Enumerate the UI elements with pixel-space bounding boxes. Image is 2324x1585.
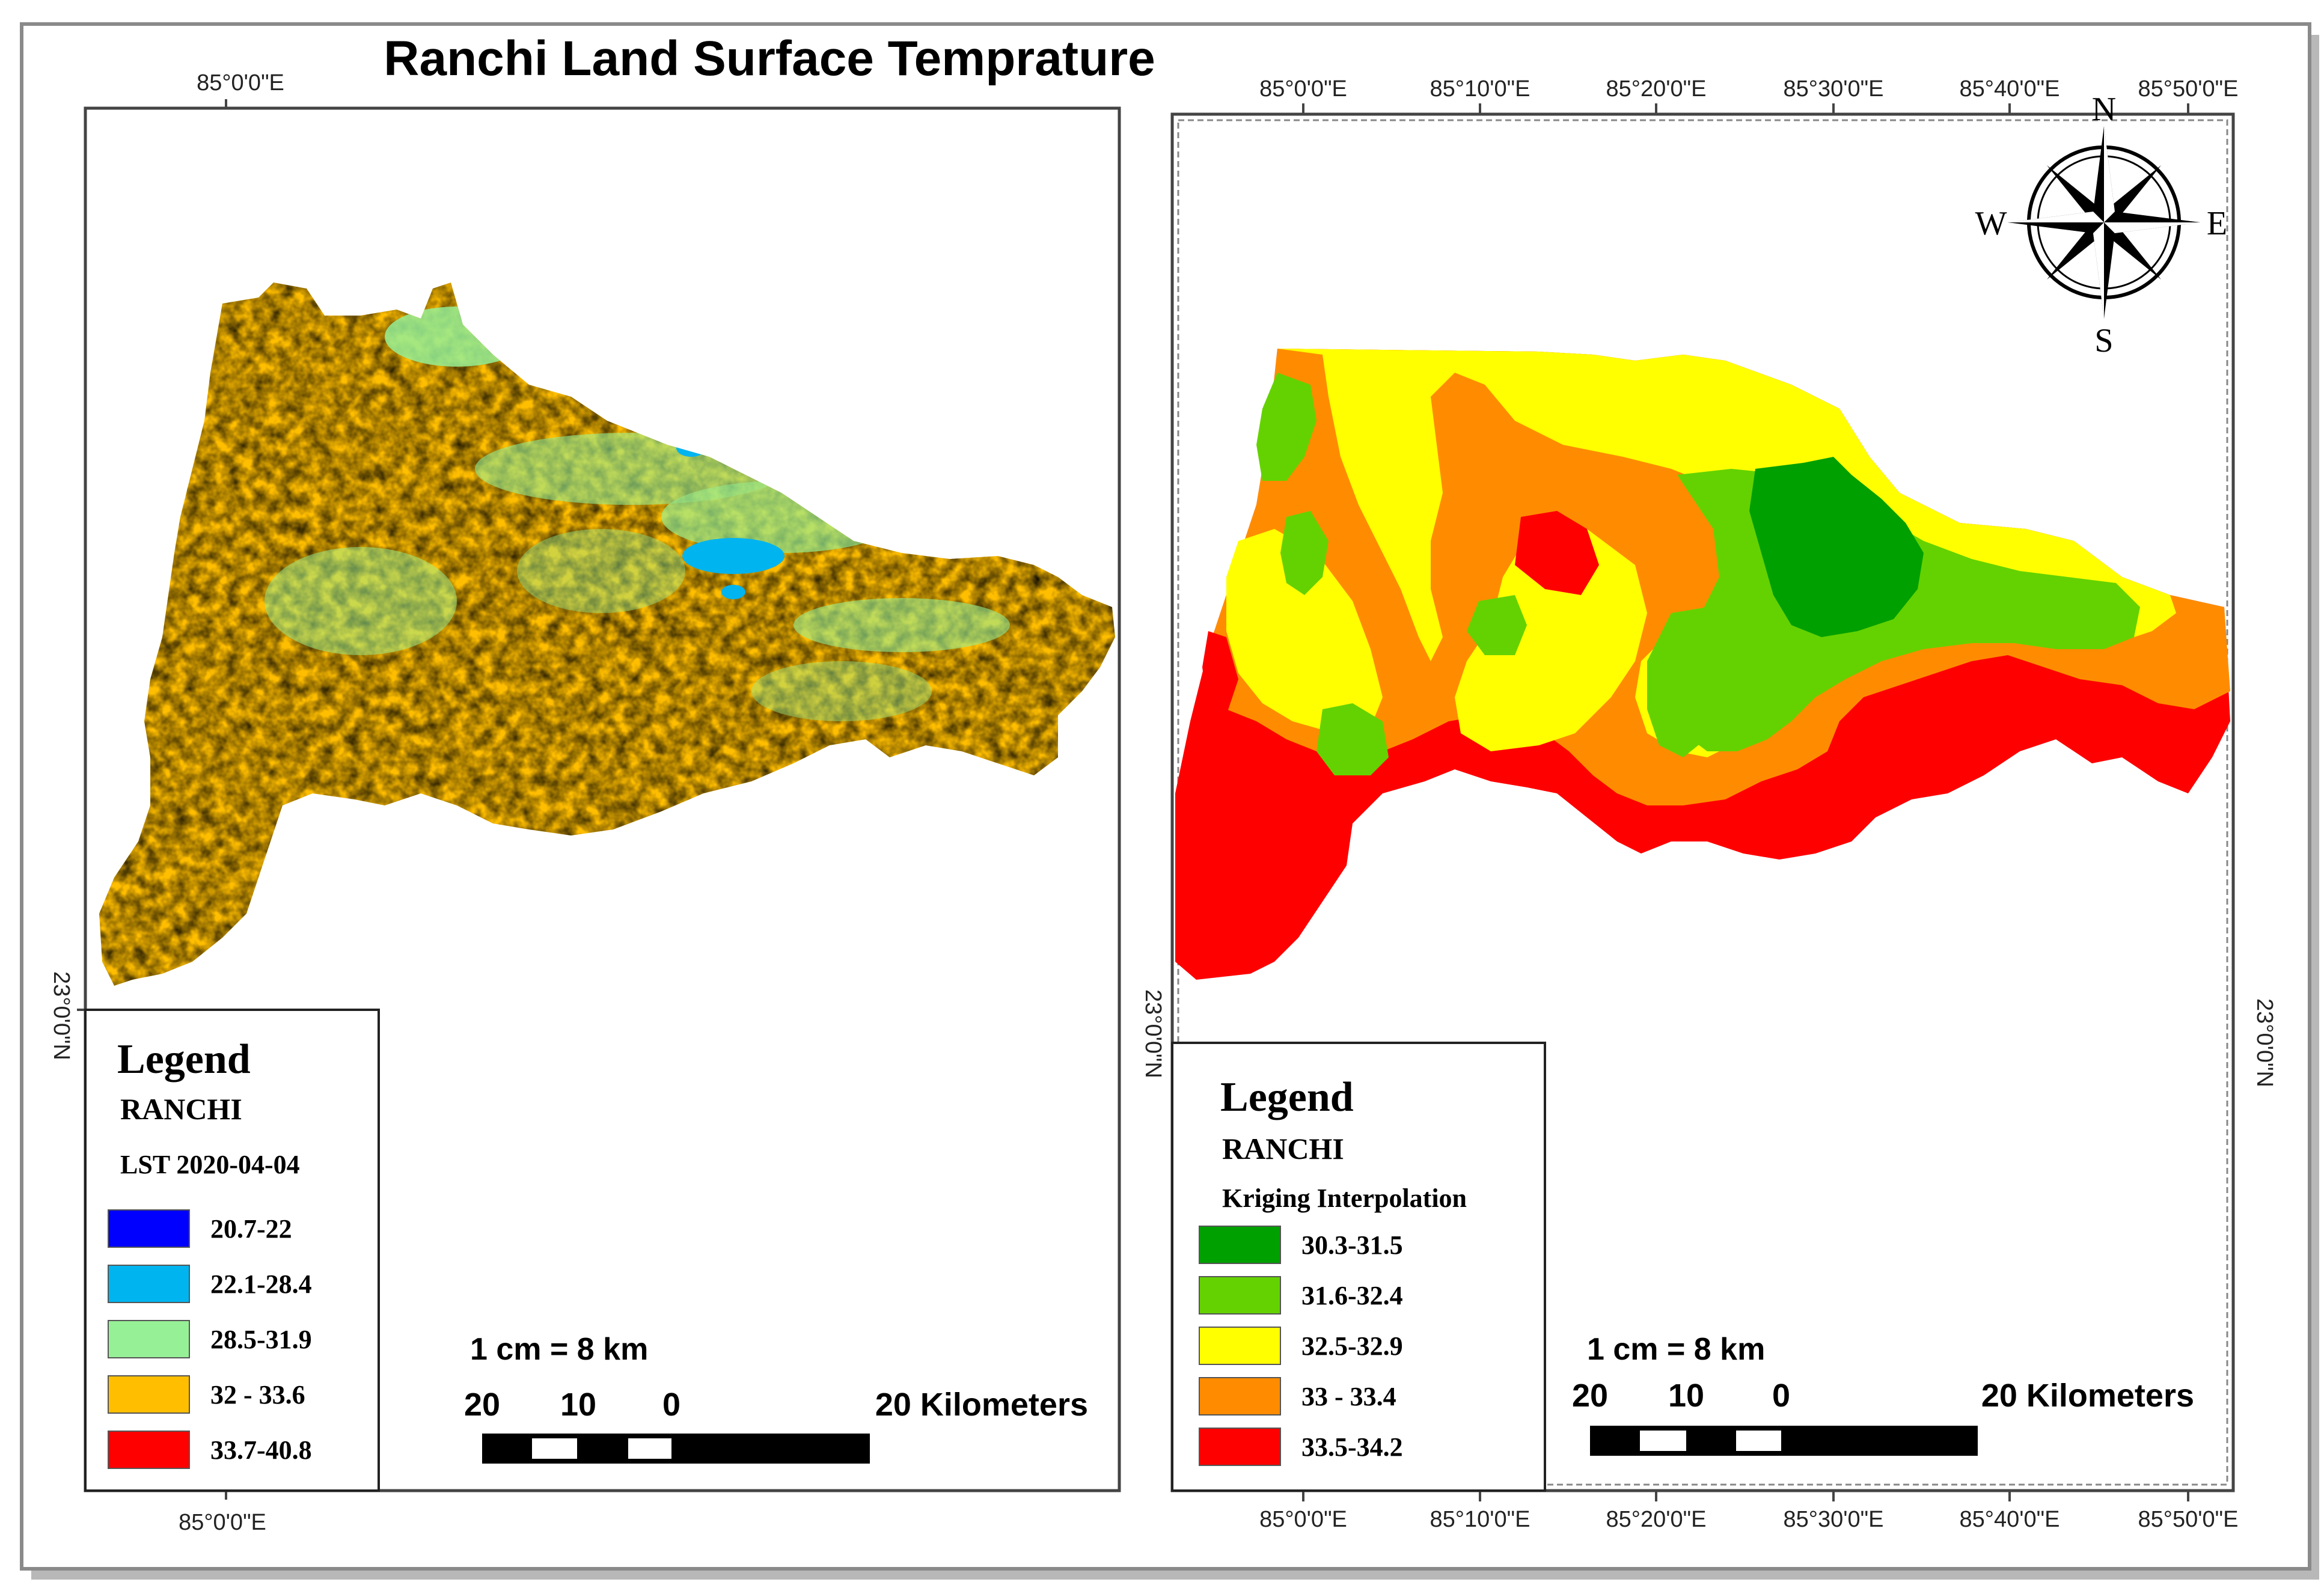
kriging-zone-green-center xyxy=(1647,607,1731,757)
right-legend-class-label: 33 - 33.4 xyxy=(1301,1382,1396,1411)
kriging-zone-green-west2 xyxy=(1280,511,1329,595)
right-scale-bar: 1 cm = 8 km 20 10 0 20 Kilometers xyxy=(1572,1332,2194,1456)
left-scale-ratio: 1 cm = 8 km xyxy=(470,1332,648,1367)
right-legend-items: 30.3-31.5 31.6-32.4 32.5-32.9 33 - 33.4 33.5… xyxy=(1199,1226,1403,1466)
lake-patch xyxy=(682,538,784,574)
left-legend-class-swatch xyxy=(108,1209,190,1248)
kriging-zone-red-west xyxy=(1202,631,1238,715)
right-scale-ratio: 1 cm = 8 km xyxy=(1587,1332,1765,1367)
left-legend-class-label: 33.7-40.8 xyxy=(210,1435,312,1465)
north-arrow: N S E W xyxy=(1975,91,2228,359)
right-kriging-surface xyxy=(1175,349,2230,980)
right-lon-bottom-label: 85°50'0"E xyxy=(2138,1507,2239,1532)
left-legend-class-label: 32 - 33.6 xyxy=(210,1380,305,1409)
left-legend-class-label: 22.1-28.4 xyxy=(210,1269,312,1299)
right-lon-top-label: 85°30'0"E xyxy=(1784,76,1884,102)
right-legend-class-label: 32.5-32.9 xyxy=(1301,1331,1403,1361)
right-scale-tick-10: 10 xyxy=(1668,1378,1704,1414)
right-lon-bottom-label: 85°0'0"E xyxy=(1259,1507,1347,1532)
left-lon-bottom-label: 85°0'0"E xyxy=(179,1510,266,1535)
left-scale-bar: 1 cm = 8 km 20 10 0 20 Kilometers xyxy=(464,1332,1088,1464)
left-legend-class-swatch xyxy=(108,1320,190,1358)
right-lon-top-label: 85°20'0"E xyxy=(1606,76,1707,102)
right-legend-class-swatch xyxy=(1199,1327,1281,1365)
right-lon-bottom-label: 85°40'0"E xyxy=(1960,1507,2060,1532)
right-map-panel: 85°0'0"E 85°10'0"E 85°20'0"E 85°30'0"E 85°40… xyxy=(1140,76,2277,1532)
right-scale-tick-0: 0 xyxy=(1772,1378,1790,1414)
right-lon-bottom-label: 85°30'0"E xyxy=(1784,1507,1884,1532)
left-legend-class-swatch xyxy=(108,1265,190,1303)
compass-n: N xyxy=(2092,91,2116,128)
compass-s: S xyxy=(2094,322,2113,359)
compass-e: E xyxy=(2207,205,2227,242)
left-legend-class-label: 28.5-31.9 xyxy=(210,1325,312,1354)
right-lon-bottom-label: 85°20'0"E xyxy=(1606,1507,1707,1532)
kriging-zone-green-west xyxy=(1256,373,1316,481)
kriging-zone-green-mid xyxy=(1467,595,1527,655)
left-legend-items: 20.7-22 22.1-28.4 28.5-31.9 32 - 33.6 33.7-4… xyxy=(108,1209,312,1469)
right-lon-bottom-label: 85°10'0"E xyxy=(1430,1507,1530,1532)
left-legend-class-label: 20.7-22 xyxy=(210,1214,292,1244)
right-legend-class-swatch xyxy=(1199,1377,1281,1416)
right-scale-tick-20: 20 xyxy=(1572,1378,1608,1414)
kriging-zone-green-south xyxy=(1316,703,1389,775)
right-lat-left-label: 23°0'0"N xyxy=(1140,989,1166,1078)
left-scale-unit: 20 Kilometers xyxy=(875,1387,1088,1423)
left-legend-class-swatch xyxy=(108,1431,190,1469)
left-legend-class-swatch xyxy=(108,1375,190,1414)
right-lon-top-labels: 85°0'0"E 85°10'0"E 85°20'0"E 85°30'0"E 85°40… xyxy=(1259,76,2238,114)
left-legend-layer: RANCHI xyxy=(120,1092,242,1126)
left-legend-subtitle: LST 2020-04-04 xyxy=(120,1150,300,1179)
right-lat-right-label: 23°0'0"N xyxy=(2252,998,2277,1087)
right-map-dashed-frame xyxy=(1177,119,2228,1486)
right-lon-top-label: 85°40'0"E xyxy=(1960,76,2060,102)
left-scale-tick-0: 0 xyxy=(662,1387,680,1423)
left-scale-tick-20: 20 xyxy=(464,1387,500,1423)
right-legend-layer: RANCHI xyxy=(1222,1132,1344,1165)
right-scale-unit: 20 Kilometers xyxy=(1981,1378,2194,1414)
right-legend-class-label: 31.6-32.4 xyxy=(1301,1281,1403,1310)
right-legend-heading: Legend xyxy=(1220,1074,1354,1120)
right-legend-box xyxy=(1171,1042,1546,1492)
left-legend-heading: Legend xyxy=(117,1036,251,1083)
right-lon-bottom-labels: 85°0'0"E 85°10'0"E 85°20'0"E 85°30'0"E 85°40… xyxy=(1259,1491,2238,1532)
kriging-zone-red-north xyxy=(1515,511,1599,595)
right-lon-top-label: 85°50'0"E xyxy=(2138,76,2239,102)
left-legend: Legend RANCHI LST 2020-04-04 20.7-22 22.1… xyxy=(84,1009,380,1492)
right-legend-class-swatch xyxy=(1199,1428,1281,1466)
left-lat-label: 23°0'0"N xyxy=(49,971,74,1060)
right-lon-top-label: 85°0'0"E xyxy=(1259,76,1347,102)
compass-w: W xyxy=(1975,205,2007,242)
kriging-zone-yellow-mid xyxy=(1455,517,1647,751)
right-legend-class-label: 30.3-31.5 xyxy=(1301,1230,1403,1260)
right-legend-class-swatch xyxy=(1199,1226,1281,1264)
right-legend: Legend RANCHI Kriging Interpolation 30.3… xyxy=(1171,1042,1546,1492)
kriging-zone-yellow-west xyxy=(1226,529,1383,733)
right-lon-top-label: 85°10'0"E xyxy=(1430,76,1530,102)
right-legend-subtitle: Kriging Interpolation xyxy=(1222,1183,1467,1213)
right-legend-class-swatch xyxy=(1199,1276,1281,1315)
right-legend-class-label: 33.5-34.2 xyxy=(1301,1432,1403,1462)
kriging-zone-green-dark xyxy=(1749,457,1924,637)
left-scale-tick-10: 10 xyxy=(560,1387,596,1423)
left-map-panel: 85°0'0"E 85°0'0"E 23°0'0"N xyxy=(49,70,1121,1535)
left-lon-top-label: 85°0'0"E xyxy=(197,70,284,96)
map-title: Ranchi Land Surface Temprature xyxy=(384,31,1155,86)
